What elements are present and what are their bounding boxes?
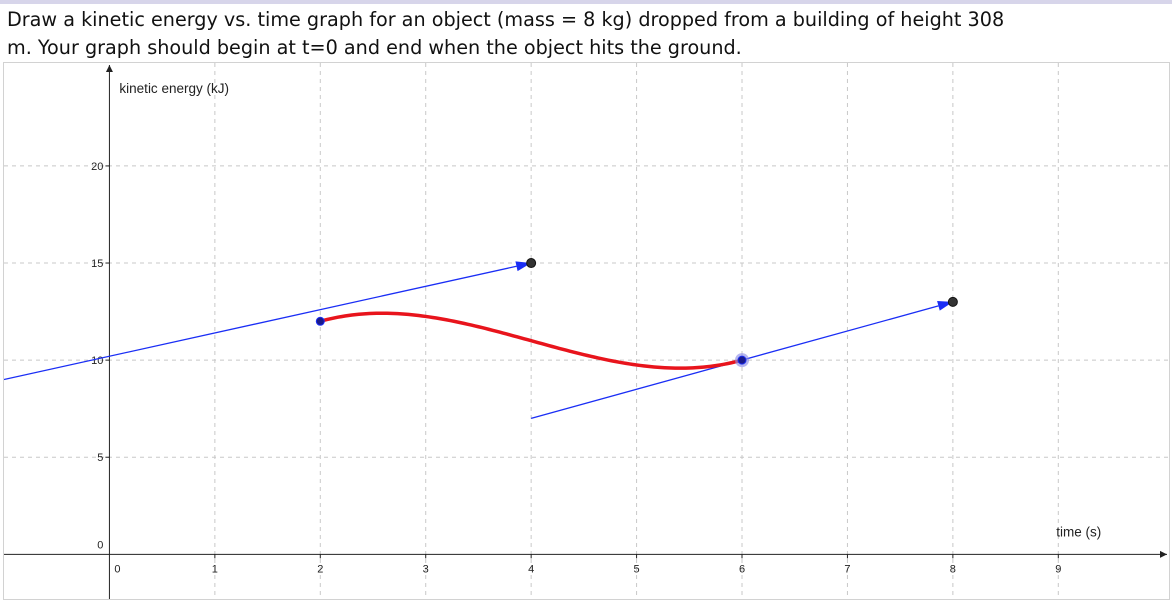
tangent-line[interactable] [4,265,517,381]
x-axis-arrow [1160,550,1167,558]
x-tick-label: 5 [634,563,640,575]
y-axis-arrow [105,65,113,72]
kinetic-energy-graph[interactable]: 0 1 2 3 4 5 6 7 8 9 0 5 10 15 20 kinetic energy (kJ) t… [4,63,1169,599]
x-tick-label: 6 [739,563,745,575]
graph-panel[interactable]: 0 1 2 3 4 5 6 7 8 9 0 5 10 15 20 kinetic energy (kJ) t… [3,62,1170,600]
x-tick-label: 7 [844,563,850,575]
slope-handle-point[interactable] [526,258,537,269]
control-points[interactable] [315,258,958,368]
energy-curve[interactable] [318,311,744,370]
x-tick-label: 9 [1055,563,1061,575]
x-tick-label: 1 [212,563,218,575]
curve-control-point[interactable] [315,316,325,326]
tick-labels: 0 1 2 3 4 5 6 7 8 9 0 5 10 15 20 [91,161,1061,575]
y-tick-label: 15 [91,258,103,270]
x-axis-label: time (s) [1056,524,1101,539]
x-tick-label: 8 [950,563,956,575]
slope-handle-point[interactable] [947,296,958,307]
y-tick-label: 5 [97,452,103,464]
x-tick-label: 4 [528,563,534,575]
y-tick-label: 0 [97,539,103,551]
axes [4,65,1167,599]
curve-control-point[interactable] [737,355,747,365]
grid-lines [4,63,1169,599]
x-tick-label: 2 [317,563,323,575]
y-axis-label: kinetic energy (kJ) [119,81,229,96]
question-line-1: Draw a kinetic energy vs. time graph for… [7,8,1005,31]
x-tick-label: 3 [423,563,429,575]
energy-curve-group[interactable] [318,311,744,370]
y-tick-label: 10 [91,355,103,367]
x-tick-label: 0 [114,563,120,575]
question-text: Draw a kinetic energy vs. time graph for… [7,6,1172,62]
top-rule [0,0,1172,4]
y-tick-label: 20 [91,161,103,173]
question-line-2: m. Your graph should begin at t=0 and en… [7,36,742,59]
tangent-lines[interactable] [4,261,953,420]
